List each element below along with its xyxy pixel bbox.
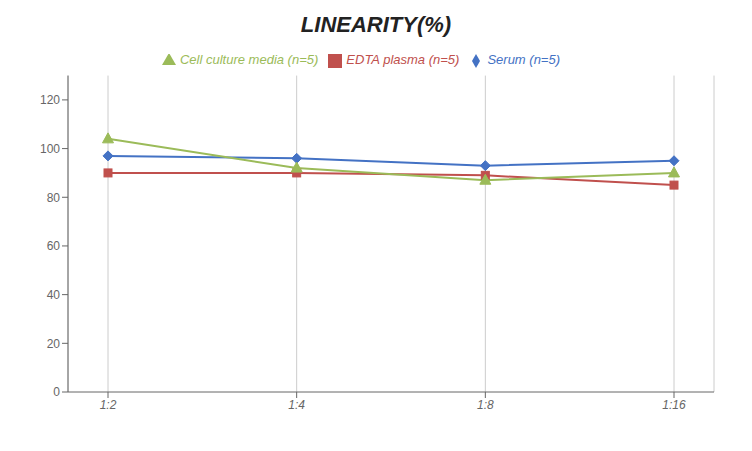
html-text:EDTA plasma (n=5): EDTA plasma (n=5) <box>346 52 460 67</box>
html-text:LINEARITY(%): LINEARITY(%) <box>300 12 452 37</box>
svg-text:20: 20 <box>47 337 61 351</box>
svg-text:60: 60 <box>47 239 61 253</box>
html-text:Serum (n=5): Serum (n=5) <box>487 52 560 67</box>
svg-text:1:4: 1:4 <box>288 398 305 412</box>
html-text:Cell culture media (n=5): Cell culture media (n=5) <box>180 52 319 67</box>
svg-text:40: 40 <box>47 288 61 302</box>
svg-text:120: 120 <box>40 93 60 107</box>
svg-text:1:2: 1:2 <box>100 398 117 412</box>
svg-text:1:8: 1:8 <box>477 398 494 412</box>
svg-text:100: 100 <box>40 142 60 156</box>
svg-text:1:16: 1:16 <box>662 398 686 412</box>
svg-text:80: 80 <box>47 191 61 205</box>
svg-text:0: 0 <box>53 385 60 399</box>
